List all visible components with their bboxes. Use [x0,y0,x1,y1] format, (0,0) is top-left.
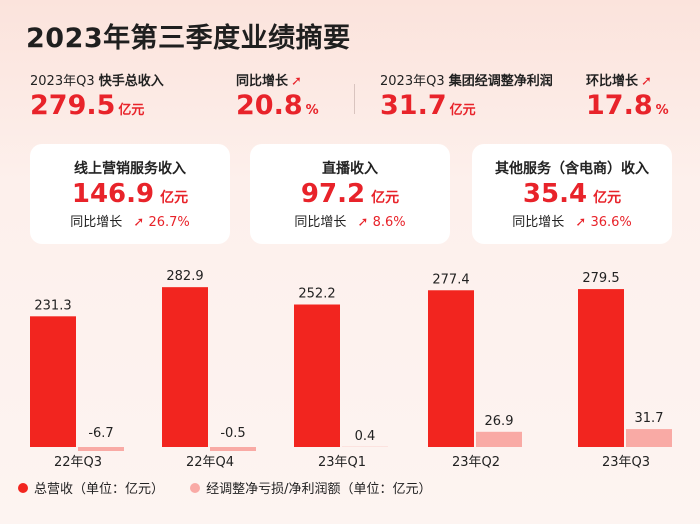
legend-item-revenue: 总营收（单位：亿元） [18,478,164,497]
data-label-net-profit: -6.7 [88,426,113,441]
data-label-net-profit: -0.5 [220,426,245,441]
card-title: 其他服务（含电商）收入 [495,161,649,177]
data-label-revenue: 279.5 [582,271,619,286]
bar-revenue [294,304,340,447]
kpi-label: 同比增长 [236,74,289,89]
kpi-yoy-growth: 同比增长 ➚ 20.8% [236,70,319,121]
kpi-unit: % [305,103,319,118]
bar-revenue [30,316,76,447]
kpi-value: 17.8 [586,90,653,121]
arrow-up-icon: ➚ [357,215,369,230]
arrow-up-icon: ➚ [641,74,652,89]
x-tick-label: 23年Q1 [318,455,366,470]
kpi-total-revenue: 2023年Q3 快手总收入 279.5 亿元 [30,70,164,121]
x-tick-label: 22年Q3 [54,455,102,470]
x-tick-label: 23年Q2 [452,455,500,470]
card-title: 线上营销服务收入 [74,161,186,177]
legend-label: 经调整净亏损/净利润额（单位：亿元） [206,482,432,497]
bar-revenue [428,290,474,447]
kpi-qoq-growth: 环比增长 ➚ 17.8% [586,70,669,121]
kpi-value: 279.5 [30,90,116,121]
kpi-label: 快手总收入 [98,74,164,89]
data-label-revenue: 231.3 [34,298,71,313]
card-live-streaming: 直播收入 97.2 亿元 同比增长 ➚ 8.6% [250,144,450,244]
data-label-net-profit: 0.4 [355,429,376,444]
kpi-unit: 亿元 [449,103,476,118]
divider [354,84,355,114]
legend-label: 总营收（单位：亿元） [34,482,165,497]
card-unit: 亿元 [160,190,189,206]
data-label-revenue: 282.9 [166,269,203,284]
legend-swatch [190,482,201,493]
bar-net-profit [78,447,124,451]
card-online-marketing: 线上营销服务收入 146.9 亿元 同比增长 ➚ 26.7% [30,144,230,244]
x-tick-label: 23年Q3 [602,455,650,470]
bar-net-profit [626,429,672,447]
data-label-revenue: 277.4 [432,272,469,287]
card-value: 97.2 [300,179,366,209]
card-growth-label: 同比增长 [512,215,565,230]
x-tick-label: 22年Q4 [186,455,234,470]
legend-item-net-profit: 经调整净亏损/净利润额（单位：亿元） [190,478,432,497]
arrow-up-icon: ➚ [575,215,587,230]
legend-swatch [18,482,28,493]
card-title: 直播收入 [322,161,378,177]
card-growth-value: 26.7% [148,215,190,230]
card-growth-label: 同比增长 [294,215,347,230]
page-title: 2023年第三季度业绩摘要 [26,23,351,54]
card-value: 146.9 [71,179,155,209]
bar-revenue [578,289,624,447]
kpi-adjusted-net-profit: 2023年Q3 集团经调整净利润 31.7 亿元 [380,70,553,121]
bar-net-profit [476,431,522,447]
kpi-label: 环比增长 [586,74,639,89]
kpi-period: 2023年Q3 [30,74,95,89]
kpi-unit: % [655,103,669,118]
card-value: 35.4 [522,179,588,209]
card-growth-value: 36.6% [590,215,632,230]
kpi-period: 2023年Q3 [380,74,445,89]
arrow-up-icon: ➚ [133,215,145,230]
data-label-net-profit: 26.9 [485,414,514,429]
arrow-up-icon: ➚ [291,74,302,89]
card-growth-value: 8.6% [372,215,406,230]
card-other-services: 其他服务（含电商）收入 35.4 亿元 同比增长 ➚ 36.6% [472,144,672,244]
bar-net-profit [210,447,256,451]
bar-revenue [162,287,208,447]
kpi-value: 20.8 [236,90,303,121]
data-label-revenue: 252.2 [298,287,335,302]
card-unit: 亿元 [593,190,622,206]
chart-legend: 总营收（单位：亿元） 经调整净亏损/净利润额（单位：亿元） [18,478,454,497]
kpi-label: 集团经调整净利润 [448,74,553,89]
revenue-profit-bar-chart: 231.3 -6.7 22年Q3 282.9 -0.5 22年Q4 252.2 0.4 23年Q… [30,269,672,470]
kpi-unit: 亿元 [118,103,145,118]
data-label-net-profit: 31.7 [635,411,664,426]
card-growth-label: 同比增长 [70,215,123,230]
card-unit: 亿元 [371,190,400,206]
kpi-value: 31.7 [380,90,447,121]
